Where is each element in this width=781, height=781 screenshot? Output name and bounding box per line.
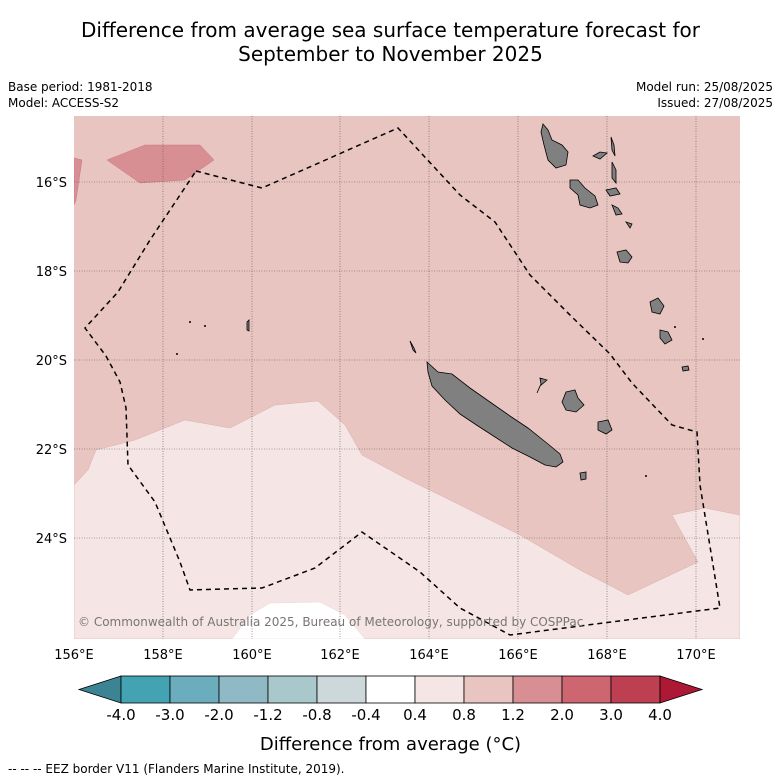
small-islet	[702, 338, 704, 340]
pentecost-island	[611, 161, 617, 185]
title-line-2: September to November 2025	[238, 42, 543, 66]
map-title: Difference from average sea surface temp…	[0, 18, 781, 66]
aneityum-island	[681, 365, 690, 372]
lon-tick-168E: 168°E	[587, 648, 627, 663]
ouvea-island	[536, 377, 548, 394]
colorbar-tick: -2.0	[204, 706, 233, 724]
lon-tick-156E: 156°E	[54, 648, 94, 663]
base-period: Base period: 1981-2018	[8, 80, 153, 94]
colorbar-swatch	[267, 675, 318, 704]
espiritu-santo-island	[540, 123, 569, 169]
issued-date: Issued: 27/08/2025	[657, 96, 773, 110]
lat-tick-24S: 24°S	[36, 532, 67, 547]
anomaly-1.2-2.0-west	[74, 157, 83, 206]
belep-island	[409, 340, 417, 354]
colorbar	[77, 675, 704, 704]
small-islet	[674, 326, 676, 328]
ambae-island	[592, 151, 608, 160]
model-run: Model run: 25/08/2025	[635, 80, 773, 94]
colorbar-tick: 1.2	[501, 706, 525, 724]
lat-tick-20S: 20°S	[36, 354, 67, 369]
colorbar-title: Difference from average (°C)	[259, 734, 522, 755]
efate-island	[616, 249, 633, 264]
small-islet	[176, 353, 178, 355]
lon-tick-170E: 170°E	[676, 648, 716, 663]
anomaly-0.4-0.8	[74, 400, 740, 639]
colorbar-tick: 0.8	[452, 706, 476, 724]
colorbar-swatch	[512, 675, 563, 704]
colorbar-swatch	[561, 675, 612, 704]
model-name: Model: ACCESS-S2	[8, 96, 120, 110]
title-line-1: Difference from average sea surface temp…	[80, 18, 700, 42]
colorbar-tick: 2.0	[550, 706, 574, 724]
lat-tick-16S: 16°S	[36, 176, 67, 191]
colorbar-swatch	[414, 675, 465, 704]
lat-tick-18S: 18°S	[36, 265, 67, 280]
colorbar-extend-high	[659, 675, 704, 704]
maewo-island	[610, 136, 616, 157]
colorbar-tick: -0.4	[351, 706, 380, 724]
anomaly-below-0.4	[231, 601, 366, 639]
colorbar-swatch	[218, 675, 269, 704]
chesterfield-reef	[246, 319, 250, 332]
map-area	[74, 116, 740, 639]
colorbar-tick: 0.4	[403, 706, 427, 724]
colorbar-swatch	[610, 675, 661, 704]
colorbar-tick: 3.0	[599, 706, 623, 724]
lon-tick-160E: 160°E	[232, 648, 272, 663]
eez-legend-note: -- -- -- EEZ border V11 (Flanders Marine…	[8, 762, 345, 776]
erromango-island	[649, 297, 665, 315]
colorbar-tick: -1.2	[253, 706, 282, 724]
meta-right: Model run: 25/08/2025 Issued: 27/08/2025	[636, 79, 773, 111]
colorbar-extend-low	[77, 675, 122, 704]
lon-tick-164E: 164°E	[409, 648, 449, 663]
grande-terre-island	[426, 361, 564, 468]
shepherd-islands	[625, 221, 633, 229]
meta-left: Base period: 1981-2018 Model: ACCESS-S2	[8, 79, 153, 111]
colorbar-tick: -3.0	[155, 706, 184, 724]
colorbar-swatch	[316, 675, 367, 704]
colorbar-tick: -0.8	[302, 706, 331, 724]
anomaly-1.2-2.0-north	[106, 144, 215, 184]
lifou-island	[561, 389, 585, 413]
lon-tick-166E: 166°E	[498, 648, 538, 663]
graticule	[74, 116, 740, 639]
colorbar-tick: -4.0	[106, 706, 135, 724]
small-islet	[204, 325, 206, 327]
lon-tick-162E: 162°E	[320, 648, 360, 663]
colorbar-tick-labels: -4.0 -3.0 -2.0 -1.2 -0.8 -0.4 0.4 0.8 1.…	[106, 706, 672, 724]
tanna-island	[659, 329, 673, 345]
lon-tick-158E: 158°E	[143, 648, 183, 663]
small-islet	[189, 321, 191, 323]
epi-island	[611, 204, 623, 216]
ambrym-island	[605, 187, 621, 197]
colorbar-swatch	[365, 675, 416, 704]
lat-tick-22S: 22°S	[36, 443, 67, 458]
eez-border	[84, 127, 721, 636]
isle-of-pines	[579, 471, 587, 481]
colorbar-swatch	[120, 675, 171, 704]
malekula-island	[569, 179, 599, 209]
colorbar-tick: 4.0	[648, 706, 672, 724]
copyright-text: © Commonwealth of Australia 2025, Bureau…	[78, 615, 583, 629]
colorbar-swatch	[169, 675, 220, 704]
small-islet	[645, 475, 647, 477]
colorbar-swatch	[463, 675, 514, 704]
mare-island	[597, 419, 613, 435]
